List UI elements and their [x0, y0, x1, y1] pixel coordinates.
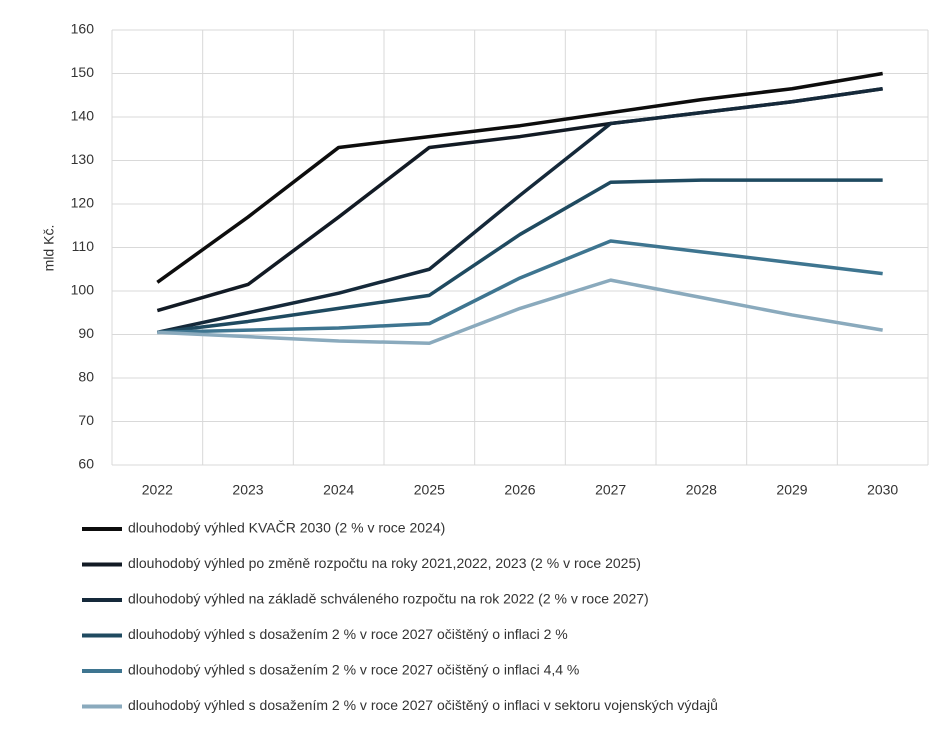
x-tick-label: 2030: [867, 482, 898, 498]
y-tick-label: 90: [78, 325, 94, 341]
series-line: [157, 278, 883, 345]
x-tick-label: 2022: [142, 482, 173, 498]
y-tick-label: 100: [71, 282, 95, 298]
series-line: [156, 86, 883, 335]
x-tick-label: 2027: [595, 482, 626, 498]
legend-label: dlouhodobý výhled na základě schváleného…: [128, 591, 649, 607]
x-tick-label: 2025: [414, 482, 445, 498]
x-tick-label: 2023: [232, 482, 263, 498]
legend-label: dlouhodobý výhled s dosažením 2 % v roce…: [128, 626, 568, 642]
x-tick-label: 2026: [504, 482, 535, 498]
y-tick-label: 150: [71, 64, 95, 80]
x-tick-label: 2024: [323, 482, 354, 498]
y-axis-label: mld Kč.: [41, 225, 57, 272]
y-tick-label: 140: [71, 108, 95, 124]
legend-label: dlouhodobý výhled s dosažením 2 % v roce…: [128, 697, 718, 713]
series-line: [156, 71, 883, 284]
y-tick-label: 60: [78, 456, 94, 472]
legend-label: dlouhodobý výhled po změně rozpočtu na r…: [128, 555, 641, 571]
y-tick-label: 110: [72, 238, 95, 254]
series-line: [157, 178, 883, 335]
legend-label: dlouhodobý výhled KVAČR 2030 (2 % v roce…: [128, 520, 445, 536]
y-tick-label: 160: [71, 21, 95, 37]
series-line: [157, 239, 883, 335]
y-tick-label: 70: [78, 412, 94, 428]
x-tick-label: 2029: [776, 482, 807, 498]
y-tick-label: 80: [78, 369, 94, 385]
y-tick-label: 130: [71, 151, 95, 167]
y-tick-label: 120: [71, 195, 95, 211]
legend-label: dlouhodobý výhled s dosažením 2 % v roce…: [128, 662, 579, 678]
x-tick-label: 2028: [686, 482, 717, 498]
